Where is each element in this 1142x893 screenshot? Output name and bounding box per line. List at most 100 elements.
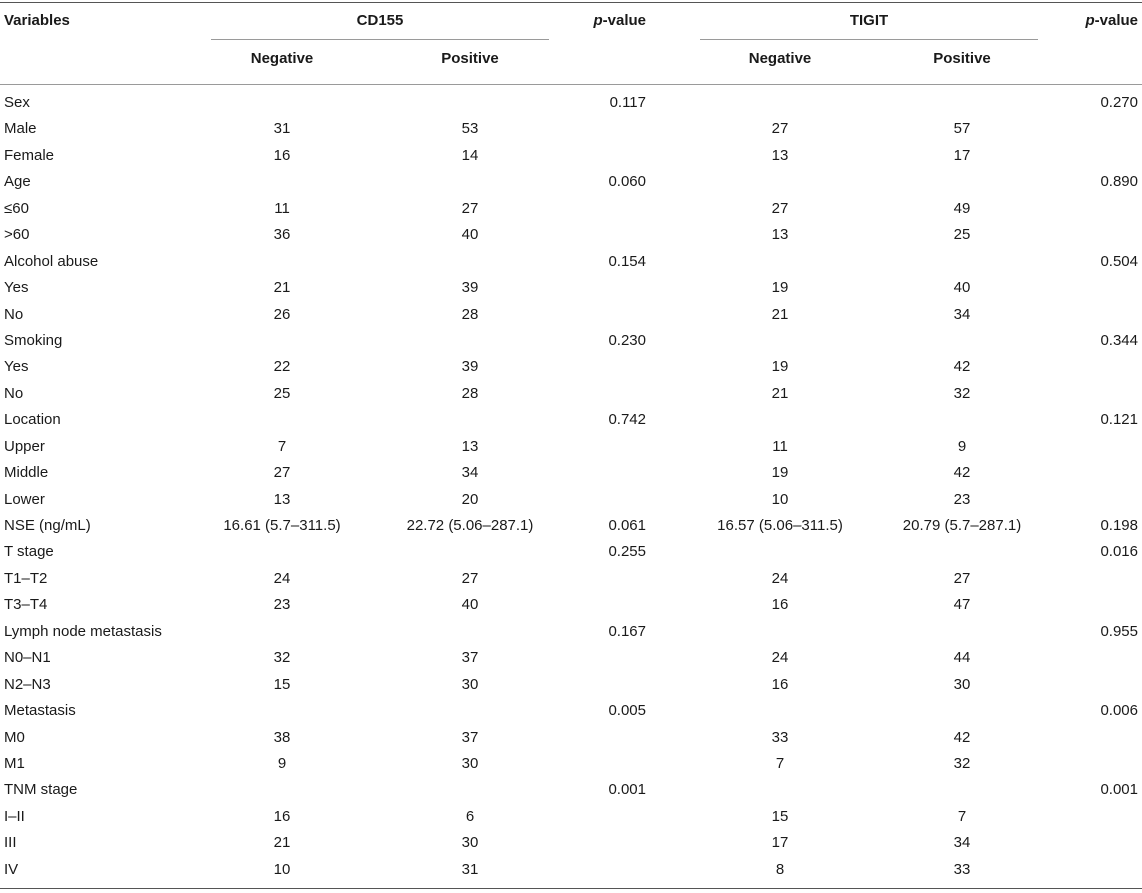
table-row: >60 36 40 13 25	[0, 222, 1142, 248]
row-label: Location	[4, 411, 61, 429]
tigit-positive-cell: 33	[953, 860, 971, 878]
cd155-negative-cell: 16	[273, 807, 291, 825]
table-row: I–II 16 6 15 7	[0, 804, 1142, 830]
table-row: No 25 28 21 32	[0, 381, 1142, 407]
table-row: IV 10 31 8 33	[0, 857, 1142, 883]
tigit-negative-cell: 11	[772, 437, 788, 455]
cd155-positive-cell: 40	[461, 596, 479, 614]
cd155-pvalue-cell: 0.154	[608, 252, 646, 270]
cd155-positive-cell: 39	[461, 279, 479, 297]
tigit-negative-cell: 33	[771, 728, 789, 746]
tigit-positive-cell: 7	[957, 807, 967, 825]
cd155-positive-cell: 28	[461, 305, 479, 323]
tigit-negative-cell: 13	[771, 146, 789, 164]
cd155-pvalue-cell: 0.742	[608, 411, 646, 429]
cd155-negative-cell: 10	[273, 860, 291, 878]
tigit-pvalue-cell: 0.890	[1100, 173, 1138, 191]
group-rule-cd155	[211, 39, 549, 40]
tigit-positive-cell: 42	[953, 728, 971, 746]
cd155-positive-cell: 40	[461, 226, 479, 244]
table-row: N2–N3 15 30 16 30	[0, 672, 1142, 698]
row-label: I–II	[4, 807, 25, 825]
table-row: Lower 13 20 10 23	[0, 487, 1142, 513]
table-bottom-rule	[0, 888, 1142, 889]
cd155-negative-cell: 15	[273, 675, 291, 693]
tigit-positive-cell: 42	[953, 358, 971, 376]
row-label: T1–T2	[4, 569, 48, 587]
cd155-negative-cell: 21	[273, 279, 291, 297]
cd155-positive-cell: 37	[461, 649, 479, 667]
row-label: Metastasis	[4, 702, 76, 720]
tigit-negative-cell: 10	[771, 490, 789, 508]
cd155-positive-cell: 14	[461, 146, 479, 164]
tigit-negative-cell: 27	[771, 120, 789, 138]
row-label: Sex	[4, 94, 30, 111]
tigit-pvalue-cell: 0.955	[1100, 622, 1138, 640]
tigit-negative-cell: 24	[771, 569, 789, 587]
table-row: TNM stage 0.001 0.001	[0, 777, 1142, 803]
tigit-pvalue-cell: 0.121	[1100, 411, 1138, 429]
cd155-negative-cell: 38	[273, 728, 291, 746]
tigit-positive-cell: 49	[953, 199, 971, 217]
cd155-negative-cell: 36	[273, 226, 291, 244]
tigit-positive-cell: 32	[953, 384, 971, 402]
cd155-positive-cell: 20	[461, 490, 479, 508]
tigit-positive-cell: 9	[957, 437, 967, 455]
cd155-negative-cell: 13	[273, 490, 291, 508]
row-label: Lower	[4, 490, 45, 508]
table-row: Male 31 53 27 57	[0, 116, 1142, 142]
cd155-negative-cell: 9	[277, 754, 287, 772]
row-label: M1	[4, 754, 25, 772]
cd155-pvalue-cell: 0.005	[608, 702, 646, 720]
tigit-negative-cell: 21	[771, 305, 789, 323]
tigit-negative-cell: 17	[771, 834, 789, 852]
cd155-positive-cell: 28	[461, 384, 479, 402]
row-label: T stage	[4, 543, 54, 561]
cd155-positive-cell: 27	[461, 569, 479, 587]
tigit-negative-cell: 21	[771, 384, 789, 402]
header-group-cd155: CD155	[356, 12, 404, 29]
row-label: Middle	[4, 464, 49, 482]
cd155-positive-cell: 39	[461, 358, 479, 376]
cd155-positive-cell: 37	[461, 728, 479, 746]
tigit-negative-cell: 13	[771, 226, 789, 244]
table-row: III 21 30 17 34	[0, 830, 1142, 856]
header-cd155-negative: Negative	[250, 50, 314, 67]
header-pvalue-tigit: p-value	[1085, 12, 1138, 30]
table-row: M0 38 37 33 42	[0, 725, 1142, 751]
row-label: N2–N3	[4, 675, 51, 693]
tigit-positive-cell: 17	[953, 146, 971, 164]
cd155-pvalue-cell: 0.060	[608, 173, 646, 191]
tigit-positive-cell: 25	[953, 226, 971, 244]
tigit-positive-cell: 23	[953, 490, 971, 508]
tigit-positive-cell: 20.79 (5.7–287.1)	[902, 517, 1022, 534]
row-label: Age	[4, 173, 31, 191]
tigit-positive-cell: 34	[953, 834, 971, 852]
cd155-negative-cell: 27	[273, 464, 291, 482]
table-row: Female 16 14 13 17	[0, 143, 1142, 169]
tigit-negative-cell: 19	[771, 464, 789, 482]
tigit-positive-cell: 30	[953, 675, 971, 693]
cd155-positive-cell: 53	[461, 120, 479, 138]
pvalue-suffix: -value	[602, 12, 646, 29]
tigit-positive-cell: 40	[953, 279, 971, 297]
cd155-negative-cell: 26	[273, 305, 291, 323]
tigit-pvalue-cell: 0.198	[1100, 517, 1138, 534]
tigit-positive-cell: 34	[953, 305, 971, 323]
table-row: Yes 22 39 19 42	[0, 354, 1142, 380]
tigit-pvalue-cell: 0.016	[1100, 543, 1138, 561]
tigit-negative-cell: 27	[771, 199, 789, 217]
table-row: T3–T4 23 40 16 47	[0, 592, 1142, 618]
table-header-rule	[0, 84, 1142, 85]
cd155-negative-cell: 11	[274, 199, 290, 217]
tigit-negative-cell: 7	[775, 754, 785, 772]
group-rule-tigit	[700, 39, 1038, 40]
cd155-negative-cell: 16.61 (5.7–311.5)	[223, 517, 341, 534]
header-cd155-positive: Positive	[441, 50, 499, 67]
tigit-pvalue-cell: 0.006	[1100, 702, 1138, 720]
tigit-negative-cell: 16.57 (5.06–311.5)	[717, 517, 843, 534]
header-tigit-negative: Negative	[748, 50, 812, 67]
tigit-negative-cell: 8	[775, 860, 785, 878]
cd155-negative-cell: 22	[273, 358, 291, 376]
cd155-negative-cell: 32	[273, 649, 291, 667]
